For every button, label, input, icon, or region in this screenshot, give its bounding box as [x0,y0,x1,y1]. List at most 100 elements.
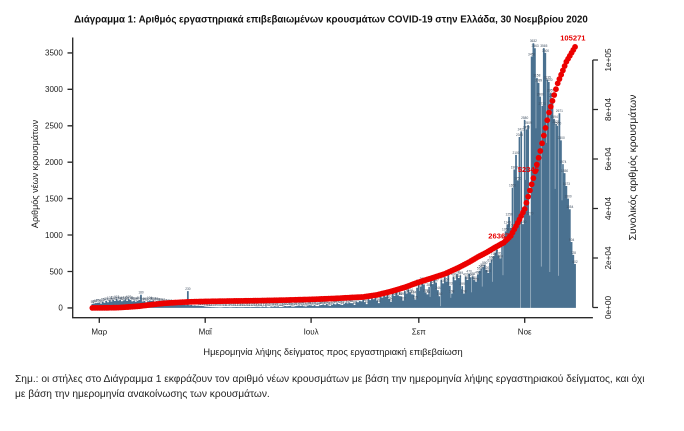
svg-text:303: 303 [447,282,453,286]
svg-text:2671: 2671 [556,109,563,113]
svg-text:187: 187 [409,290,415,294]
svg-text:86: 86 [153,298,157,302]
svg-text:500: 500 [49,267,63,276]
svg-text:Συνολικός αριθμός κρουσμάτων: Συνολικός αριθμός κρουσμάτων [627,95,639,241]
svg-text:97: 97 [136,297,140,301]
svg-text:3089: 3089 [535,79,542,83]
svg-text:88: 88 [158,297,162,301]
svg-text:3450: 3450 [528,52,535,56]
svg-text:449: 449 [458,271,464,275]
svg-text:10: 10 [212,303,216,307]
svg-text:2345: 2345 [516,133,523,137]
svg-text:2100: 2100 [512,151,519,155]
svg-text:21: 21 [276,302,280,306]
svg-text:38: 38 [313,301,317,305]
svg-text:9: 9 [229,303,231,307]
svg-text:1050: 1050 [502,227,509,231]
svg-text:3632: 3632 [530,39,537,43]
svg-text:22: 22 [273,302,277,306]
svg-text:10: 10 [238,303,242,307]
svg-text:14: 14 [207,303,211,307]
svg-text:58: 58 [332,300,336,304]
svg-text:10: 10 [226,303,230,307]
svg-text:2e+04: 2e+04 [604,246,613,269]
svg-text:728: 728 [571,251,577,255]
svg-text:3565: 3565 [540,44,547,48]
svg-text:38: 38 [308,301,312,305]
svg-text:299: 299 [460,282,466,286]
svg-text:Διάγραμμα 1: Αριθμός εργαστηρι: Διάγραμμα 1: Αριθμός εργαστηριακά επιβεβ… [74,15,588,26]
svg-text:78: 78 [144,298,148,302]
svg-text:2300: 2300 [558,136,565,140]
svg-text:2594: 2594 [551,115,558,119]
svg-text:14: 14 [254,303,258,307]
svg-text:197: 197 [404,289,410,293]
svg-text:11: 11 [233,303,237,307]
svg-text:16: 16 [205,303,209,307]
svg-text:22: 22 [302,302,306,306]
svg-text:940: 940 [501,235,507,239]
svg-text:27: 27 [299,302,303,306]
svg-text:28: 28 [289,302,293,306]
svg-text:1974: 1974 [559,160,566,164]
svg-text:1850: 1850 [561,169,568,173]
svg-text:433: 433 [463,272,469,276]
svg-text:35: 35 [301,301,305,305]
svg-text:104: 104 [147,296,153,300]
svg-text:32: 32 [306,302,310,306]
svg-text:22: 22 [285,302,289,306]
svg-text:85: 85 [389,298,393,302]
svg-text:88: 88 [141,297,145,301]
svg-text:6e+04: 6e+04 [604,147,613,170]
svg-text:Μαρ: Μαρ [91,328,107,337]
svg-text:385: 385 [465,276,471,280]
svg-text:55: 55 [91,300,95,304]
svg-text:92: 92 [146,297,150,301]
svg-text:13: 13 [245,303,249,307]
svg-text:198: 198 [449,289,455,293]
svg-text:363: 363 [444,277,450,281]
svg-text:105: 105 [107,296,113,300]
svg-text:96: 96 [125,297,129,301]
svg-text:96: 96 [150,297,154,301]
svg-text:165: 165 [392,292,398,296]
svg-text:57: 57 [342,300,346,304]
svg-text:159: 159 [399,292,405,296]
svg-text:63: 63 [351,299,355,303]
svg-text:72: 72 [160,299,164,303]
svg-text:17: 17 [292,303,296,307]
svg-text:184: 184 [411,290,417,294]
svg-text:720: 720 [496,251,502,255]
svg-text:110: 110 [137,296,142,300]
svg-text:11: 11 [224,303,228,307]
svg-text:115: 115 [123,295,128,299]
svg-text:12: 12 [209,303,213,307]
svg-text:70: 70 [96,299,100,303]
svg-text:2500: 2500 [45,122,63,131]
svg-text:710: 710 [491,252,497,256]
svg-text:112: 112 [111,296,116,300]
svg-text:510: 510 [477,267,483,271]
svg-text:51: 51 [365,300,369,304]
svg-text:16: 16 [271,303,275,307]
svg-text:2955: 2955 [547,89,554,93]
svg-text:12: 12 [235,303,239,307]
svg-text:2900: 2900 [537,93,544,97]
svg-text:17: 17 [261,303,265,307]
svg-text:10: 10 [223,303,227,307]
svg-text:2509: 2509 [525,121,532,125]
svg-text:120: 120 [126,295,132,299]
svg-text:9: 9 [230,303,232,307]
svg-text:2450: 2450 [523,125,530,129]
svg-text:602: 602 [572,260,578,264]
svg-text:520: 520 [484,266,490,270]
svg-text:1250: 1250 [506,213,513,217]
svg-text:2773: 2773 [539,102,546,106]
svg-text:1e+05: 1e+05 [604,48,613,71]
svg-text:29: 29 [295,302,299,306]
svg-text:85: 85 [101,298,105,302]
svg-text:1150: 1150 [520,220,527,224]
svg-text:62: 62 [346,299,350,303]
svg-text:42: 42 [330,301,334,305]
svg-text:460: 460 [475,270,481,274]
